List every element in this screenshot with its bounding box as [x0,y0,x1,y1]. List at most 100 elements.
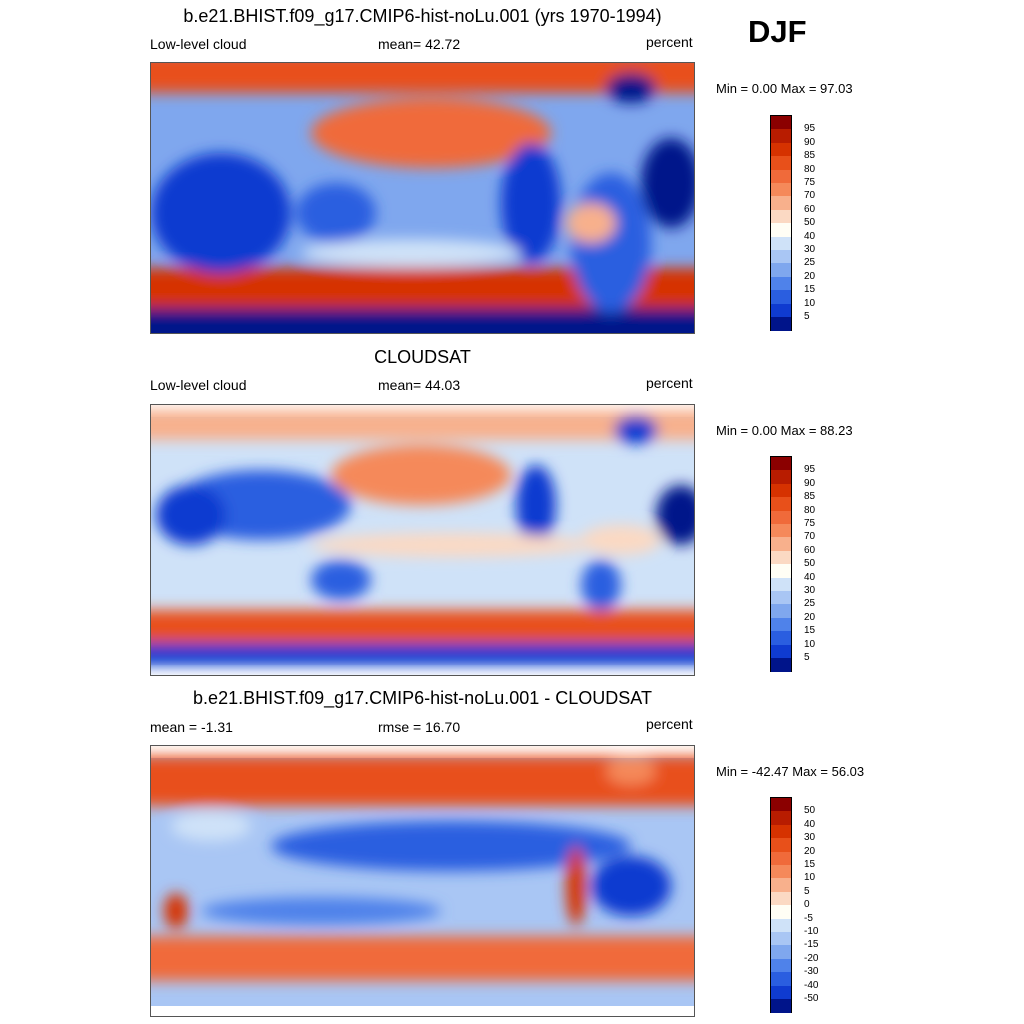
colorbar-swatch [771,250,791,264]
colorbar-swatch [771,303,791,318]
colorbar-swatch [771,196,791,211]
colorbar-swatch [771,209,791,224]
colorbar-tick-label: 70 [804,190,816,202]
colorbar-tick-label: 5 [804,652,810,663]
panel-3-minmax: Min = -42.47 Max = 56.03 [716,764,865,779]
colorbar-swatch [771,470,791,485]
colorbar-tick-label: 20 [804,270,816,282]
colorbar-tick-label: 95 [804,123,816,135]
colorbar-tick-label: -15 [804,939,819,951]
colorbar-swatch [771,577,791,592]
colorbar-tick-label: 70 [804,531,816,543]
colorbar-swatch [771,183,791,197]
season-label: DJF [748,14,807,49]
colorbar-swatch [771,824,791,839]
colorbar-tick-label: 0 [804,899,810,911]
colorbar-tick-label: 30 [804,244,816,255]
panel-1-title: b.e21.BHIST.f09_g17.CMIP6-hist-noLu.001 … [183,6,662,26]
colorbar-swatch [771,631,791,646]
colorbar-swatch [771,550,791,565]
colorbar-swatch [771,972,791,987]
panel-3-rmse-label: rmse = 16.70 [378,719,461,735]
colorbar-swatch [771,958,791,973]
colorbar-tick-label: 20 [804,611,816,623]
colorbar-swatch [771,985,791,1000]
colorbar-tick-label: 5 [804,885,810,897]
colorbar-swatch [771,290,791,305]
colorbar-tick-label: 80 [804,504,816,516]
colorbar-frame [770,115,792,332]
colorbar-tick-label: -50 [804,993,819,1004]
colorbar-swatch [771,905,791,920]
colorbar-tick-label: 75 [804,518,816,529]
colorbar-tick-label: 10 [804,872,816,884]
panel-2-units-label: percent [646,375,693,391]
colorbar-tick-label: 60 [804,544,816,556]
colorbar-frame [770,456,792,673]
colorbar-tick-label: 10 [804,297,816,309]
colorbar-tick-label: 30 [804,832,816,844]
colorbar-swatch [771,932,791,946]
colorbar-swatch [771,129,791,144]
colorbar-swatch [771,658,791,672]
colorbar-tick-label: 60 [804,203,816,215]
colorbar-swatch [771,838,791,853]
colorbar-swatch [771,591,791,605]
colorbar-tick-label: 15 [804,284,816,296]
colorbar-tick-label: 5 [804,311,810,322]
colorbar-tick-label: 75 [804,177,816,188]
panel-2-title: CLOUDSAT [374,347,471,367]
panel-3-units-label: percent [646,716,693,732]
colorbar-swatch [771,798,791,812]
panel-1-variable-label: Low-level cloud [150,36,247,52]
panel-3-title: b.e21.BHIST.f09_g17.CMIP6-hist-noLu.001 … [193,688,652,708]
colorbar-swatch [771,617,791,632]
panel-1-minmax: Min = 0.00 Max = 97.03 [716,81,853,96]
colorbar-swatch [771,537,791,552]
colorbar-swatch [771,236,791,251]
panel-3-map [150,745,695,1017]
colorbar-swatch [771,564,791,579]
colorbar-swatch [771,116,791,130]
panel-1-map [150,62,695,334]
panel-1-mean-label: mean= 42.72 [378,36,461,52]
colorbar-tick-label: 30 [804,585,816,596]
colorbar-tick-label: -30 [804,966,819,978]
panel-2-variable-label: Low-level cloud [150,377,247,393]
colorbar-swatch [771,918,791,933]
colorbar-swatch [771,644,791,659]
colorbar-swatch [771,497,791,512]
colorbar-tick-label: 90 [804,136,816,148]
colorbar-swatch [771,945,791,960]
colorbar-swatch [771,156,791,171]
colorbar-tick-label: 90 [804,477,816,489]
colorbar-tick-label: 50 [804,805,816,817]
colorbar-tick-label: -20 [804,952,819,964]
colorbar-tick-label: 25 [804,598,816,610]
colorbar-swatch [771,276,791,291]
colorbar-tick-label: 85 [804,150,816,162]
colorbar-tick-label: 40 [804,818,816,830]
colorbar-tick-label: 40 [804,230,816,242]
panel-3-mean-label: mean = -1.31 [150,719,233,735]
colorbar-tick-label: 25 [804,257,816,269]
panel-1-units-label: percent [646,34,693,50]
colorbar-tick-label: 10 [804,638,816,650]
colorbar-swatch [771,317,791,331]
colorbar-swatch [771,865,791,879]
colorbar-tick-label: 20 [804,845,816,857]
colorbar-swatch [771,811,791,826]
colorbar-tick-label: 95 [804,464,816,476]
colorbar-swatch [771,169,791,184]
colorbar-tick-label: 15 [804,859,816,870]
panel-2-mean-label: mean= 44.03 [378,377,461,393]
colorbar-tick-label: 40 [804,571,816,583]
colorbar-tick-label: -40 [804,979,819,991]
panel-2-map [150,404,695,676]
colorbar-swatch [771,142,791,157]
colorbar-tick-label: 85 [804,491,816,503]
colorbar-tick-label: -10 [804,926,819,937]
colorbar-swatch [771,891,791,906]
colorbar-swatch [771,999,791,1013]
colorbar-tick-label: 50 [804,217,816,229]
